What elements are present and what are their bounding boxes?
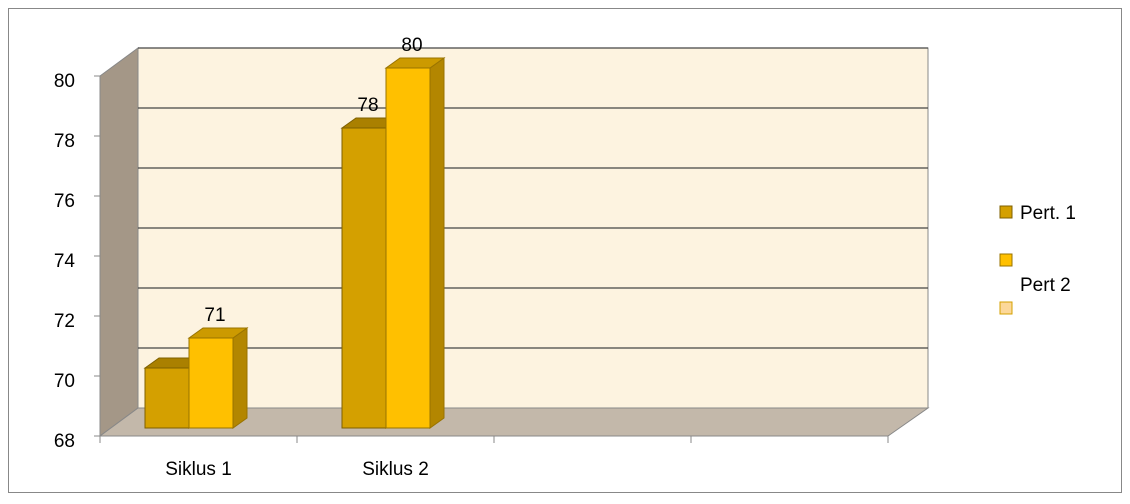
- y-tick-label: 68: [54, 431, 75, 452]
- bar-front: [144, 367, 190, 429]
- side-wall: [99, 47, 139, 437]
- bar-front: [188, 337, 234, 429]
- y-tick-label: 80: [54, 71, 75, 92]
- y-tick-label: 78: [54, 131, 75, 152]
- legend-swatch: [999, 205, 1013, 219]
- y-tick-label: 76: [54, 191, 75, 212]
- x-tick-label: Siklus 2: [362, 459, 429, 480]
- legend-swatch: [999, 253, 1013, 267]
- legend-label: Pert 2: [1020, 275, 1071, 296]
- y-tick-label: 72: [54, 311, 75, 332]
- bar-side: [232, 327, 248, 429]
- x-tick-label: Siklus 1: [165, 459, 232, 480]
- bar-front: [385, 67, 431, 429]
- legend-label: Pert. 1: [1020, 203, 1076, 224]
- bar-side: [429, 57, 445, 429]
- data-label: 71: [204, 305, 225, 326]
- data-label: 80: [401, 35, 422, 56]
- bar: [187, 327, 249, 429]
- y-tick-label: 70: [54, 371, 75, 392]
- bar-front: [341, 127, 387, 429]
- legend-swatch: [999, 301, 1013, 315]
- y-tick-label: 74: [54, 251, 76, 272]
- data-label: 78: [357, 95, 378, 116]
- bar: [384, 57, 446, 429]
